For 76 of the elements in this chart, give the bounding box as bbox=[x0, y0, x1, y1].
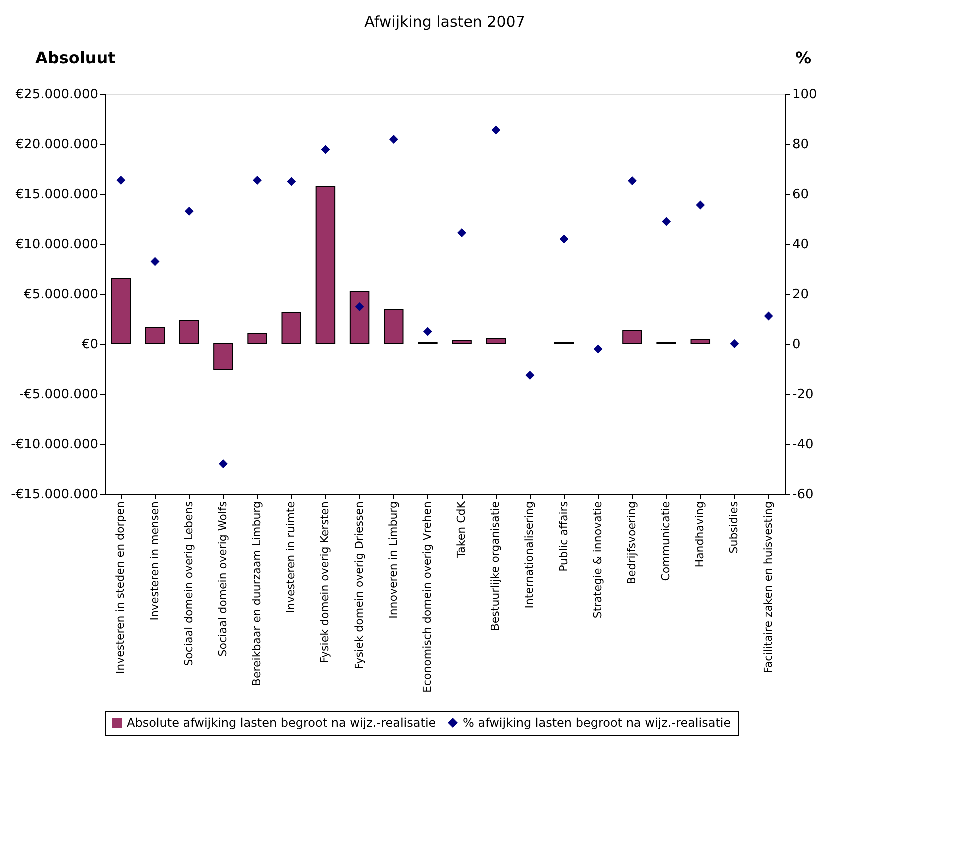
y-tick-label: €15.000.000 bbox=[16, 188, 98, 202]
bar bbox=[145, 328, 166, 344]
y-tick-label: €5.000.000 bbox=[24, 288, 98, 302]
point bbox=[764, 312, 774, 321]
point bbox=[184, 207, 194, 216]
point bbox=[730, 340, 740, 348]
y-tick-label: -€5.000.000 bbox=[19, 388, 98, 402]
bar bbox=[384, 310, 404, 344]
point bbox=[662, 217, 672, 226]
bar bbox=[214, 344, 234, 370]
x-tick-label: Communicatie bbox=[660, 501, 673, 582]
y-tick-label: €0 bbox=[82, 338, 98, 352]
point bbox=[696, 200, 706, 210]
y2-tick-label: 80 bbox=[792, 138, 810, 152]
bar bbox=[452, 340, 472, 344]
point bbox=[594, 344, 603, 354]
point bbox=[321, 145, 330, 154]
x-tick-label: Investeren in mensen bbox=[148, 501, 162, 621]
bar bbox=[350, 292, 370, 344]
y-tick-label: -€15.000.000 bbox=[11, 488, 98, 502]
bar bbox=[486, 338, 506, 344]
y2-tick-label: 100 bbox=[792, 88, 818, 102]
x-tick-label: Bestuurlijke organisatie bbox=[489, 501, 502, 632]
y2-tick-label: 0 bbox=[792, 338, 801, 352]
y2-tick-label: -60 bbox=[792, 488, 814, 502]
x-tick-label: Bedrijfsvoering bbox=[625, 502, 638, 585]
chart-title: Afwijking lasten 2007 bbox=[364, 13, 526, 31]
bar bbox=[179, 320, 200, 344]
bar bbox=[690, 340, 711, 344]
bar bbox=[316, 186, 336, 344]
y-tick-label: -€10.000.000 bbox=[11, 438, 98, 452]
x-tick-label: Sociaal domein overig Lebens bbox=[182, 501, 196, 666]
point bbox=[287, 177, 296, 186]
point bbox=[560, 234, 569, 244]
x-tick-label: Handhaving bbox=[694, 502, 707, 568]
legend-label: Absolute afwijking lasten begroot na wijz.-realisatie bbox=[127, 716, 436, 730]
legend-label: % afwijking lasten begroot na wijz.-realisatie bbox=[463, 716, 732, 730]
x-tick-label: Strategie & innovatie bbox=[591, 501, 604, 619]
point bbox=[526, 371, 535, 380]
x-tick-label: Subsidies bbox=[728, 501, 741, 554]
y-tick-label: €10.000.000 bbox=[16, 238, 98, 252]
x-tick-label: Investeren in steden en dorpen bbox=[114, 501, 128, 674]
y-axis-title: Absoluut bbox=[36, 48, 116, 68]
x-tick-label: Internationalisering bbox=[523, 502, 536, 609]
point bbox=[218, 460, 228, 468]
x-tick-label: Bereikbaar en duurzaam Limburg bbox=[250, 502, 264, 686]
bar bbox=[622, 330, 642, 344]
point bbox=[628, 176, 637, 186]
bar bbox=[282, 312, 302, 344]
x-tick-label: Taken CdK bbox=[455, 500, 468, 560]
point bbox=[389, 135, 398, 144]
point bbox=[458, 228, 467, 238]
x-tick-label: Fysiek domein overig Kersten bbox=[318, 501, 332, 664]
point bbox=[492, 126, 501, 135]
x-tick-label: Economisch domein overig Vrehen bbox=[420, 501, 434, 694]
x-tick-label: Innoveren in Limburg bbox=[386, 502, 400, 619]
x-tick-label: Fysiek domein overig Driessen bbox=[352, 501, 366, 670]
x-tick-label: Investeren in ruimte bbox=[284, 501, 298, 614]
bar bbox=[111, 278, 132, 344]
y-tick-label: €20.000.000 bbox=[16, 138, 98, 152]
y2-tick-label: -40 bbox=[792, 438, 814, 452]
point bbox=[355, 302, 364, 312]
x-tick-label: Public affairs bbox=[557, 501, 570, 572]
point bbox=[253, 176, 262, 185]
y2-tick-label: 20 bbox=[792, 288, 810, 302]
point bbox=[423, 327, 432, 336]
y2-axis-title: % bbox=[795, 48, 812, 68]
y2-tick-label: 60 bbox=[792, 188, 810, 202]
point bbox=[150, 257, 160, 266]
x-tick-label: Facilitaire zaken en huisvesting bbox=[762, 502, 775, 674]
y2-tick-label: -20 bbox=[792, 388, 814, 402]
y2-tick-label: 40 bbox=[792, 238, 810, 252]
y-tick-label: €25.000.000 bbox=[16, 88, 98, 102]
point bbox=[116, 176, 126, 185]
bar bbox=[248, 334, 268, 344]
x-tick-label: Sociaal domein overig Wolfs bbox=[216, 501, 230, 657]
